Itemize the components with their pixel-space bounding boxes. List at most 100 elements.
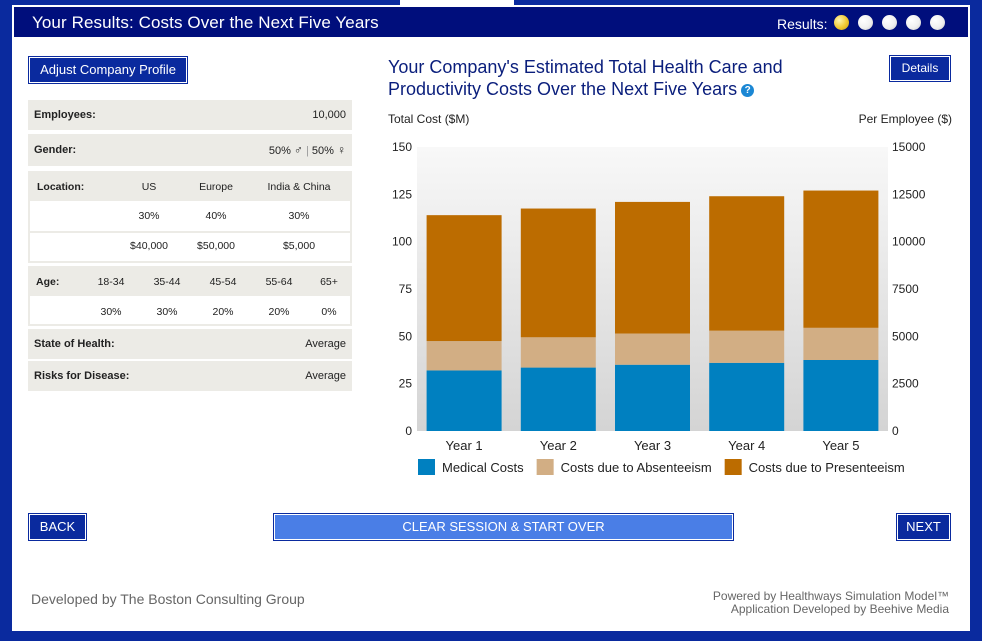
state-of-health-row: State of Health: Average (28, 329, 352, 359)
top-notch (400, 0, 514, 5)
y-tick-label-right: 0 (892, 424, 899, 438)
location-salary-us: $40,000 (130, 240, 168, 252)
gender-values: 50% ♂ | 50% ♀ (269, 143, 346, 157)
location-salary-europe: $50,000 (197, 240, 235, 252)
y-tick-label-left: 25 (399, 377, 413, 391)
y-tick-label-right: 10000 (892, 235, 926, 249)
results-step-indicator (834, 15, 945, 30)
gender-female-value: 50% (311, 145, 334, 157)
age-label: Age: (36, 276, 60, 288)
location-col-india-china: India & China (267, 181, 331, 193)
location-col-europe: Europe (199, 181, 233, 193)
chart-title-line2: Productivity Costs Over the Next Five Ye… (388, 79, 738, 99)
bar-segment-costs-due-to-absenteeism (615, 333, 690, 365)
y-tick-label-right: 12500 (892, 187, 926, 201)
age-col-35-44: 35-44 (153, 276, 181, 288)
location-header: Location: US Europe India & China (30, 173, 350, 201)
employees-label: Employees: (34, 109, 96, 121)
risks-for-disease-row: Risks for Disease: Average (28, 361, 352, 391)
bar-segment-costs-due-to-presenteeism (426, 215, 502, 342)
results-label: Results: (777, 16, 828, 32)
location-pct-us: 30% (138, 210, 160, 222)
left-axis-title: Total Cost ($M) (388, 112, 470, 126)
age-col-55-64: 55-64 (265, 276, 293, 288)
step-dot-1[interactable] (834, 15, 849, 30)
y-tick-label-right: 2500 (892, 377, 919, 391)
y-tick-label-left: 0 (405, 424, 412, 438)
x-tick-label: Year 4 (728, 438, 765, 453)
bar-segment-medical-costs (520, 367, 596, 431)
y-tick-label-right: 5000 (892, 329, 919, 343)
footer-powered-line2: Application Developed by Beehive Media (730, 602, 949, 616)
age-pct-18-34: 30% (100, 306, 122, 318)
risks-for-disease-label: Risks for Disease: (34, 370, 130, 382)
chart-title: Your Company's Estimated Total Health Ca… (388, 56, 858, 100)
footer-developer-credit: Developed by The Boston Consulting Group (31, 591, 305, 607)
right-axis-title: Per Employee ($) (858, 112, 952, 126)
chart-title-line2-wrap: Productivity Costs Over the Next Five Ye… (388, 78, 858, 100)
cost-bar-chart: 0 25 50 75 100 125 150 0 2500 5000 7500 10000 12500… (392, 140, 926, 475)
age-col-65-plus: 65+ (320, 276, 338, 288)
y-tick-label-left: 100 (392, 235, 412, 249)
next-button[interactable]: NEXT (896, 513, 951, 541)
location-divider (30, 231, 350, 233)
y-tick-label-right: 7500 (892, 282, 919, 296)
x-tick-label: Year 2 (540, 438, 577, 453)
bar-segment-costs-due-to-presenteeism (615, 201, 690, 334)
title-bar: Your Results: Costs Over the Next Five Y… (12, 5, 970, 39)
step-dot-5[interactable] (930, 15, 945, 30)
age-pct-35-44: 30% (156, 306, 178, 318)
state-of-health-label: State of Health: (34, 338, 115, 350)
footer-powered-line1: Powered by Healthways Simulation Model™ (712, 589, 949, 603)
legend-label: Costs due to Absenteeism (561, 460, 712, 475)
location-pct-india-china: 30% (288, 210, 310, 222)
legend-label: Costs due to Presenteeism (749, 460, 905, 475)
male-icon: ♂ (293, 143, 303, 157)
x-tick-label: Year 5 (822, 438, 859, 453)
bar-segment-costs-due-to-absenteeism (709, 330, 785, 363)
bar-segment-costs-due-to-absenteeism (803, 327, 879, 360)
location-col-us: US (141, 181, 157, 193)
risks-for-disease-value: Average (305, 370, 346, 382)
details-button[interactable]: Details (889, 55, 951, 82)
bar-segment-costs-due-to-presenteeism (803, 190, 879, 328)
back-button[interactable]: BACK (28, 513, 87, 541)
step-dot-4[interactable] (906, 15, 921, 30)
age-pct-55-64: 20% (268, 306, 290, 318)
age-pct-45-54: 20% (212, 306, 234, 318)
app-frame: Your Results: Costs Over the Next Five Y… (12, 5, 970, 631)
location-salary-india-china: $5,000 (282, 240, 316, 252)
gender-label: Gender: (34, 144, 77, 156)
step-dot-2[interactable] (858, 15, 873, 30)
location-pct-europe: 40% (205, 210, 227, 222)
y-tick-label-left: 50 (399, 329, 413, 343)
clear-session-button[interactable]: CLEAR SESSION & START OVER (273, 513, 734, 541)
female-icon: ♀ (337, 143, 346, 157)
gender-divider: | (305, 145, 309, 157)
employees-value: 10,000 (312, 109, 346, 121)
age-pct-65-plus: 0% (321, 306, 337, 318)
gender-row: Gender: 50% ♂ | 50% ♀ (28, 134, 352, 166)
age-header: Age: 18-34 35-44 45-54 55-64 65+ (30, 268, 350, 296)
bar-segment-medical-costs (426, 370, 502, 431)
state-of-health-value: Average (305, 338, 346, 350)
y-tick-label-left: 150 (392, 140, 412, 154)
bar-segment-costs-due-to-presenteeism (520, 208, 596, 338)
bar-segment-medical-costs (709, 362, 785, 431)
help-icon[interactable]: ? (741, 84, 755, 97)
age-col-18-34: 18-34 (97, 276, 125, 288)
bar-segment-medical-costs (803, 360, 879, 431)
page-title: Your Results: Costs Over the Next Five Y… (32, 13, 379, 32)
bar-segment-costs-due-to-absenteeism (426, 341, 502, 371)
x-tick-label: Year 3 (634, 438, 671, 453)
y-tick-label-left: 125 (392, 187, 412, 201)
age-table: Age: 18-34 35-44 45-54 55-64 65+ 30% 30%… (28, 266, 352, 326)
bar-segment-costs-due-to-absenteeism (520, 337, 596, 368)
legend-label: Medical Costs (442, 460, 524, 475)
legend-swatch (418, 459, 435, 475)
adjust-company-profile-button[interactable]: Adjust Company Profile (28, 56, 188, 84)
step-dot-3[interactable] (882, 15, 897, 30)
location-table: Location: US Europe India & China 30% 40… (28, 171, 352, 263)
footer-powered-by: Powered by Healthways Simulation Model™ … (713, 590, 949, 616)
legend-swatch (536, 459, 554, 475)
